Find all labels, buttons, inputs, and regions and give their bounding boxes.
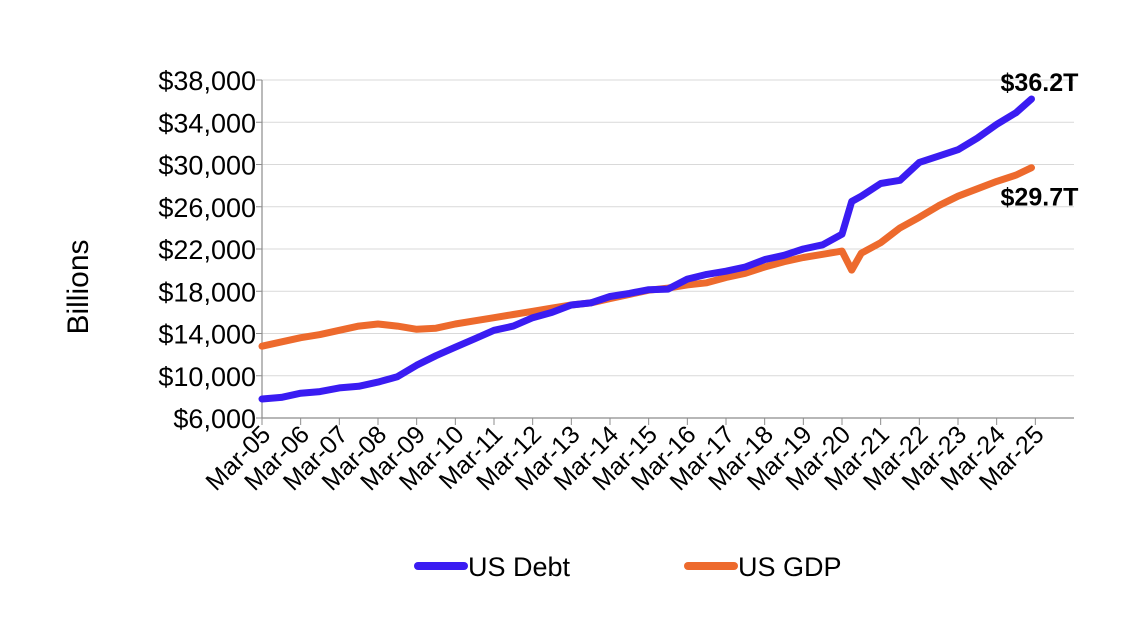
axes (256, 79, 1074, 425)
series-lines (258, 95, 1035, 403)
y-tick-labels: $6,000 $10,000 $14,000 $18,000 $22,000 $26,00… (158, 66, 256, 434)
y-axis-label: Billions (62, 239, 95, 334)
y-tick-label: $14,000 (158, 320, 256, 350)
y-tick-label: $26,000 (158, 193, 256, 223)
gridlines (262, 79, 1074, 377)
y-tick-label: $30,000 (158, 151, 256, 181)
annotation-us-gdp: $29.7T (1001, 184, 1079, 212)
series-line-us-gdp (258, 164, 1035, 350)
series-line-us-debt (258, 95, 1035, 403)
legend-label-us-debt: US Debt (468, 552, 571, 582)
legend-label-us-gdp: US GDP (738, 552, 842, 582)
y-tick-label: $34,000 (158, 108, 256, 138)
y-tick-label: $38,000 (158, 66, 256, 96)
legend: US Debt US GDP (414, 552, 842, 582)
annotations: $36.2T $29.7T (1001, 69, 1079, 212)
y-tick-label: $6,000 (173, 404, 256, 434)
y-tick-label: $18,000 (158, 277, 256, 307)
annotation-us-debt: $36.2T (1001, 69, 1079, 97)
y-tick-label: $22,000 (158, 235, 256, 265)
y-tick-label: $10,000 (158, 362, 256, 392)
x-tick-labels: Mar-05Mar-06Mar-07Mar-08Mar-09Mar-10Mar-… (200, 420, 1049, 496)
